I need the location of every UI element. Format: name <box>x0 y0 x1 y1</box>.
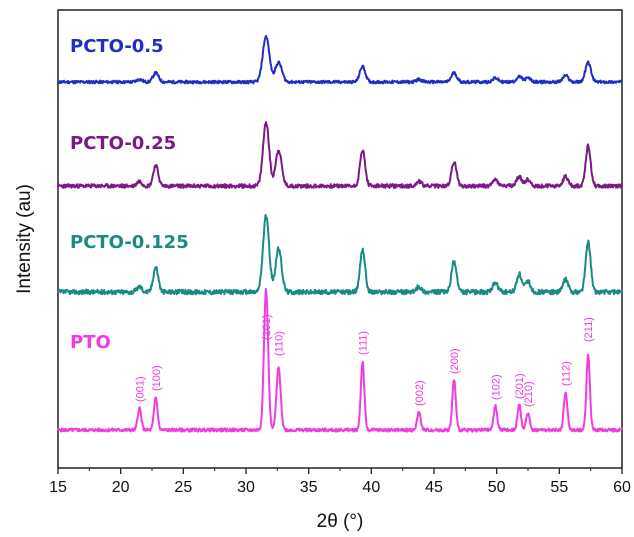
series-label: PCTO-0.125 <box>70 232 189 253</box>
x-axis-title: 2θ (°) <box>317 511 364 532</box>
series-label: PCTO-0.25 <box>70 133 176 154</box>
traces <box>57 34 623 433</box>
x-tick-label: 20 <box>112 479 130 496</box>
peak-label: (211) <box>583 317 595 342</box>
series-label: PTO <box>70 332 111 353</box>
x-tick-label: 60 <box>613 479 631 496</box>
x-tick-label: 25 <box>174 479 192 496</box>
peak-label: (210) <box>523 381 535 407</box>
x-tick-label: 40 <box>362 479 380 496</box>
series-label: PCTO-0.5 <box>70 36 164 57</box>
trace-pcto-0125 <box>57 213 623 296</box>
x-axis: 15 20 25 30 35 40 45 50 55 60 <box>49 468 631 496</box>
x-tick-label: 55 <box>550 479 568 496</box>
peak-label: (200) <box>449 348 461 374</box>
x-tick-label: 50 <box>488 479 506 496</box>
peak-labels: (001) (100) (101)(110) (111) (002) (200) (102)… <box>134 314 595 407</box>
peak-label: (201) <box>514 373 526 399</box>
y-axis-title: Intensity (au) <box>14 184 35 294</box>
trace-pcto-025 <box>57 121 623 189</box>
trace-pcto-05 <box>57 34 623 85</box>
series-labels: PCTO-0.5 PCTO-0.25 PCTO-0.125 PTO <box>70 36 189 353</box>
peak-label: (112) <box>561 361 573 386</box>
x-tick-label: 15 <box>49 479 67 496</box>
peak-label: (101) <box>261 314 273 340</box>
peak-label: (100) <box>151 365 163 391</box>
x-tick-label: 30 <box>237 479 255 496</box>
peak-label: (002) <box>414 380 426 406</box>
peak-label: (110) <box>274 331 286 356</box>
x-tick-label: 35 <box>300 479 318 496</box>
trace-pto <box>57 287 623 433</box>
peak-label: (001) <box>134 376 146 402</box>
peak-label: (111) <box>358 331 370 355</box>
peak-label: (102) <box>490 374 502 400</box>
x-tick-label: 45 <box>425 479 443 496</box>
